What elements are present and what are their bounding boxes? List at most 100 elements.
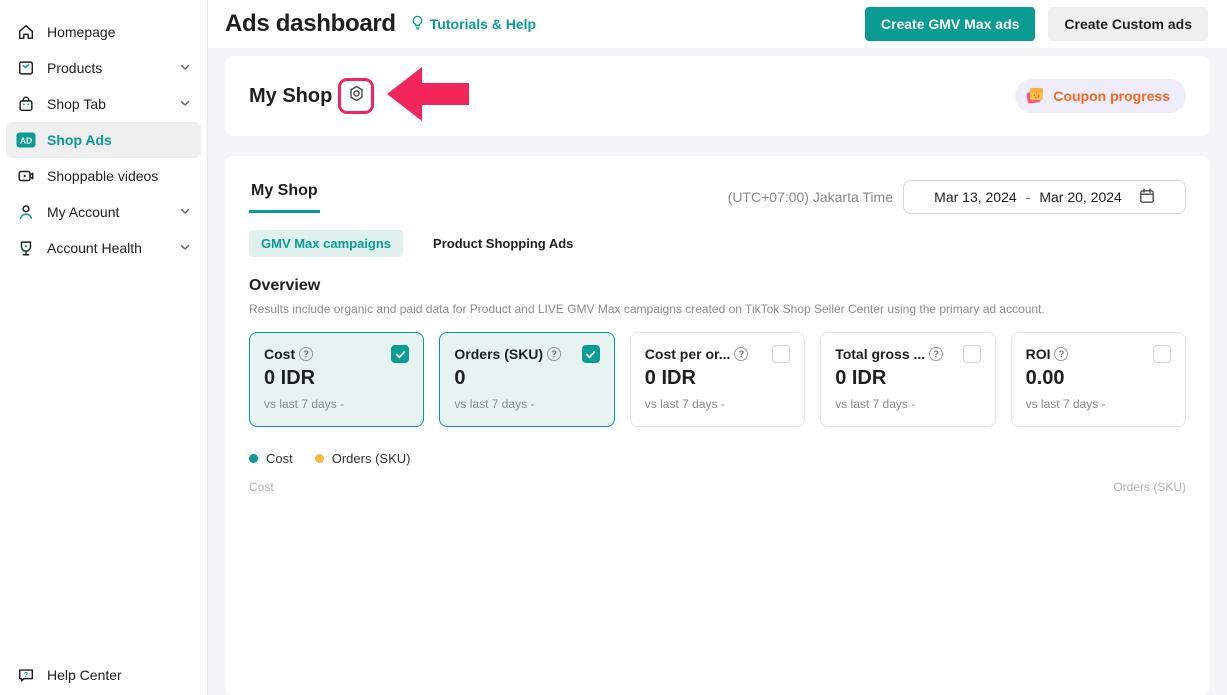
cost-legend-dot	[249, 454, 258, 463]
topbar-actions: Create GMV Max ads Create Custom ads	[864, 7, 1208, 41]
metric-value: 0 IDR	[644, 367, 696, 389]
help-icon[interactable]: ?	[1054, 347, 1069, 361]
metric-cards: Cost ? 0 IDR vs last 7 days - Orders (SK…	[249, 332, 1186, 427]
svg-text:AD: AD	[20, 136, 32, 146]
metric-card-roi[interactable]: ROI ? 0.00 vs last 7 days -	[1010, 332, 1186, 427]
timezone-label: (UTC+07:00) Jakarta Time	[727, 189, 893, 205]
help-icon[interactable]: ?	[929, 347, 944, 361]
metric-label: Cost per or...	[644, 346, 731, 362]
page-body: My Shop Coupon progress	[208, 48, 1227, 695]
help-icon[interactable]: ?	[547, 347, 562, 361]
coupon-progress-badge[interactable]: Coupon progress	[1015, 79, 1186, 113]
shop-bag-icon	[16, 94, 36, 114]
date-range-picker[interactable]: Mar 13, 2024 - Mar 20, 2024	[903, 180, 1186, 214]
metric-checkbox[interactable]	[772, 345, 791, 363]
sidebar-item-account-health[interactable]: Account Health	[6, 230, 201, 266]
sidebar-item-shop-tab[interactable]: Shop Tab	[6, 86, 201, 122]
sidebar-item-label: Shoppable videos	[47, 168, 159, 184]
sidebar-item-products[interactable]: Products	[6, 50, 201, 86]
chevron-down-icon	[179, 204, 191, 220]
coupon-ticket-icon	[1024, 84, 1046, 109]
metric-value: 0 IDR	[264, 367, 316, 389]
metric-label: Total gross ...	[835, 346, 926, 362]
content-area: Ads dashboard Tutorials & Help Create GM…	[208, 0, 1227, 695]
head-right: (UTC+07:00) Jakarta Time Mar 13, 2024 - …	[728, 180, 1186, 214]
metric-comparison: vs last 7 days -	[1025, 397, 1106, 411]
create-custom-ads-button[interactable]: Create Custom ads	[1048, 7, 1208, 41]
tab-my-shop[interactable]: My Shop	[249, 180, 320, 213]
metric-label: Orders (SKU)	[454, 346, 544, 362]
sidebar-item-homepage[interactable]: Homepage	[6, 14, 201, 50]
right-axis-label: Orders (SKU)	[1113, 480, 1186, 494]
coupon-progress-label: Coupon progress	[1053, 88, 1170, 104]
orders-legend-dot	[314, 454, 324, 463]
person-icon	[16, 202, 36, 222]
tab-gmv-max-campaigns[interactable]: GMV Max campaigns	[249, 230, 404, 257]
metric-comparison: vs last 7 days -	[835, 397, 916, 411]
video-icon	[16, 166, 36, 186]
chart-legend: Cost Orders (SKU)	[249, 451, 1186, 466]
calendar-icon	[1131, 188, 1155, 207]
metric-checkbox[interactable]	[962, 345, 981, 363]
chevron-down-icon	[179, 60, 191, 76]
metric-value: 0 IDR	[835, 367, 887, 389]
help-bubble-icon: ?	[16, 665, 36, 685]
metric-comparison: vs last 7 days -	[454, 397, 535, 411]
create-gmv-max-ads-button[interactable]: Create GMV Max ads	[864, 7, 1036, 41]
date-separator: -	[1025, 189, 1031, 205]
svg-text:?: ?	[24, 670, 28, 679]
metric-label: ROI	[1025, 346, 1051, 362]
products-icon	[16, 58, 36, 78]
tab-product-shopping-ads[interactable]: Product Shopping Ads	[433, 236, 574, 251]
left-axis-label: Cost	[249, 480, 274, 494]
metric-checkbox[interactable]	[391, 345, 410, 363]
gear-icon	[347, 84, 366, 108]
shop-settings-button[interactable]	[338, 78, 375, 114]
tutorials-help-link[interactable]: Tutorials & Help	[410, 15, 536, 33]
sidebar-item-label: Account Health	[47, 240, 142, 256]
legend-item-orders-sku[interactable]: Orders (SKU)	[314, 451, 411, 466]
page-title: Ads dashboard	[225, 10, 396, 37]
shop-header-panel: My Shop Coupon progress	[225, 56, 1210, 136]
sidebar-item-label: Help Center	[47, 667, 122, 683]
health-icon	[16, 238, 36, 258]
overview-title: Overview	[249, 277, 321, 294]
home-icon	[16, 22, 36, 42]
sidebar-item-help-center[interactable]: ? Help Center	[6, 657, 201, 693]
ad-badge-icon: AD	[16, 130, 36, 150]
chevron-down-icon	[179, 240, 191, 256]
metric-card-cost-per-order[interactable]: Cost per or... ? 0 IDR vs last 7 days -	[629, 332, 806, 427]
metric-checkbox[interactable]	[1152, 345, 1171, 363]
sidebar-item-label: Shop Ads	[47, 132, 112, 148]
date-start: Mar 13, 2024	[934, 189, 1017, 205]
legend-label: Orders (SKU)	[331, 451, 411, 466]
sidebar-item-my-account[interactable]: My Account	[6, 194, 201, 230]
metric-comparison: vs last 7 days -	[264, 397, 345, 411]
shop-title: My Shop	[249, 84, 333, 107]
help-icon[interactable]: ?	[734, 347, 749, 361]
legend-item-cost[interactable]: Cost	[249, 451, 293, 466]
metric-label: Cost	[264, 346, 296, 362]
metric-checkbox[interactable]	[581, 345, 600, 363]
help-icon[interactable]: ?	[299, 347, 314, 361]
sidebar-item-shop-ads[interactable]: AD Shop Ads	[6, 122, 201, 158]
metric-card-cost[interactable]: Cost ? 0 IDR vs last 7 days -	[249, 332, 425, 427]
topbar: Ads dashboard Tutorials & Help Create GM…	[208, 0, 1227, 48]
metric-card-total-gross[interactable]: Total gross ... ? 0 IDR vs last 7 days -	[820, 332, 996, 427]
sidebar-item-label: Homepage	[47, 24, 116, 40]
sidebar: Homepage Products Shop Tab AD Shop Ads	[0, 0, 208, 695]
campaign-tabs: GMV Max campaigns Product Shopping Ads	[249, 230, 1186, 257]
dashboard-panel: My Shop (UTC+07:00) Jakarta Time Mar 13,…	[225, 156, 1210, 695]
overview-description: Results include organic and paid data fo…	[249, 302, 1045, 316]
chevron-down-icon	[179, 96, 191, 112]
metric-value: 0.00	[1025, 367, 1065, 389]
lightbulb-icon	[410, 15, 425, 33]
chart-axis-labels: Cost Orders (SKU)	[249, 480, 1186, 494]
date-end: Mar 20, 2024	[1039, 189, 1122, 205]
metric-card-orders-sku[interactable]: Orders (SKU) ? 0 vs last 7 days -	[439, 332, 615, 427]
annotation-arrow-icon	[387, 66, 470, 127]
sidebar-item-shoppable-videos[interactable]: Shoppable videos	[6, 158, 201, 194]
metric-value: 0	[454, 367, 466, 389]
metric-comparison: vs last 7 days -	[644, 397, 725, 411]
